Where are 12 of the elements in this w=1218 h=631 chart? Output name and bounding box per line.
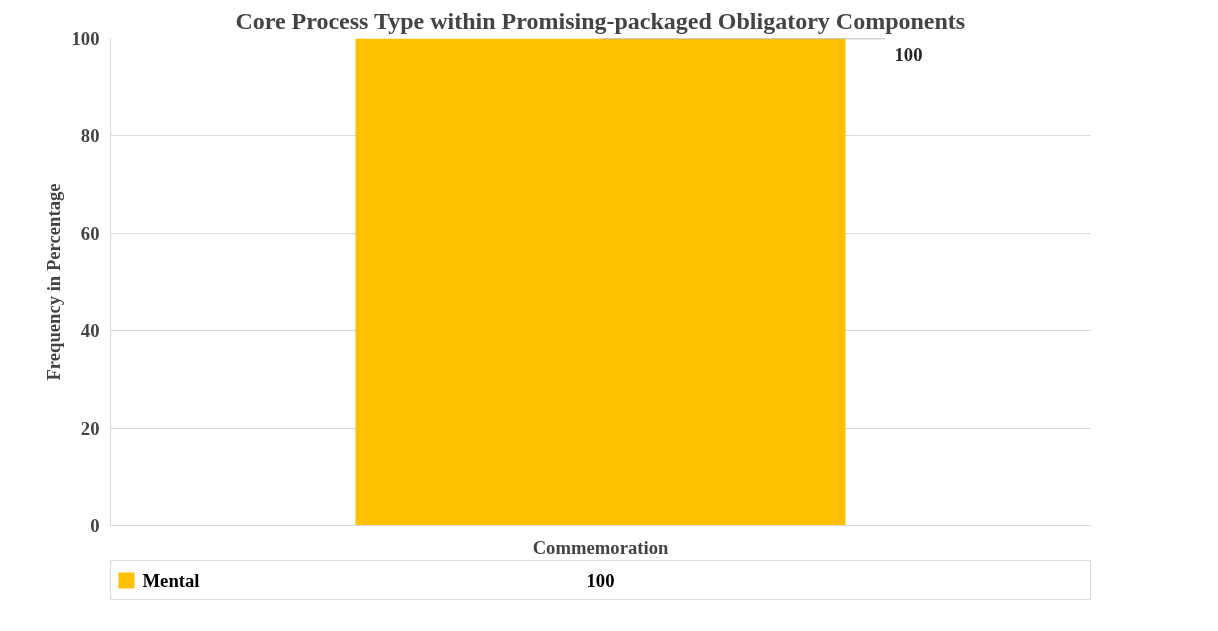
chart-title: Core Process Type within Promising-packaged Obligatory Components (235, 7, 966, 34)
y-tick-label: 20 (80, 417, 100, 439)
y-tick-label: 0 (90, 515, 100, 536)
y-tick-label: 40 (80, 320, 100, 342)
y-tick-label: 80 (80, 125, 100, 147)
legend-label: Mental (142, 570, 200, 591)
y-tick-label: 100 (71, 28, 100, 49)
data-label: 100 (894, 43, 923, 65)
y-tick-label: 60 (80, 222, 100, 244)
x-tick-label: Commemoration (532, 536, 669, 558)
y-axis-title: Frequency in Percentage (42, 183, 64, 381)
text: 100 (586, 570, 615, 591)
